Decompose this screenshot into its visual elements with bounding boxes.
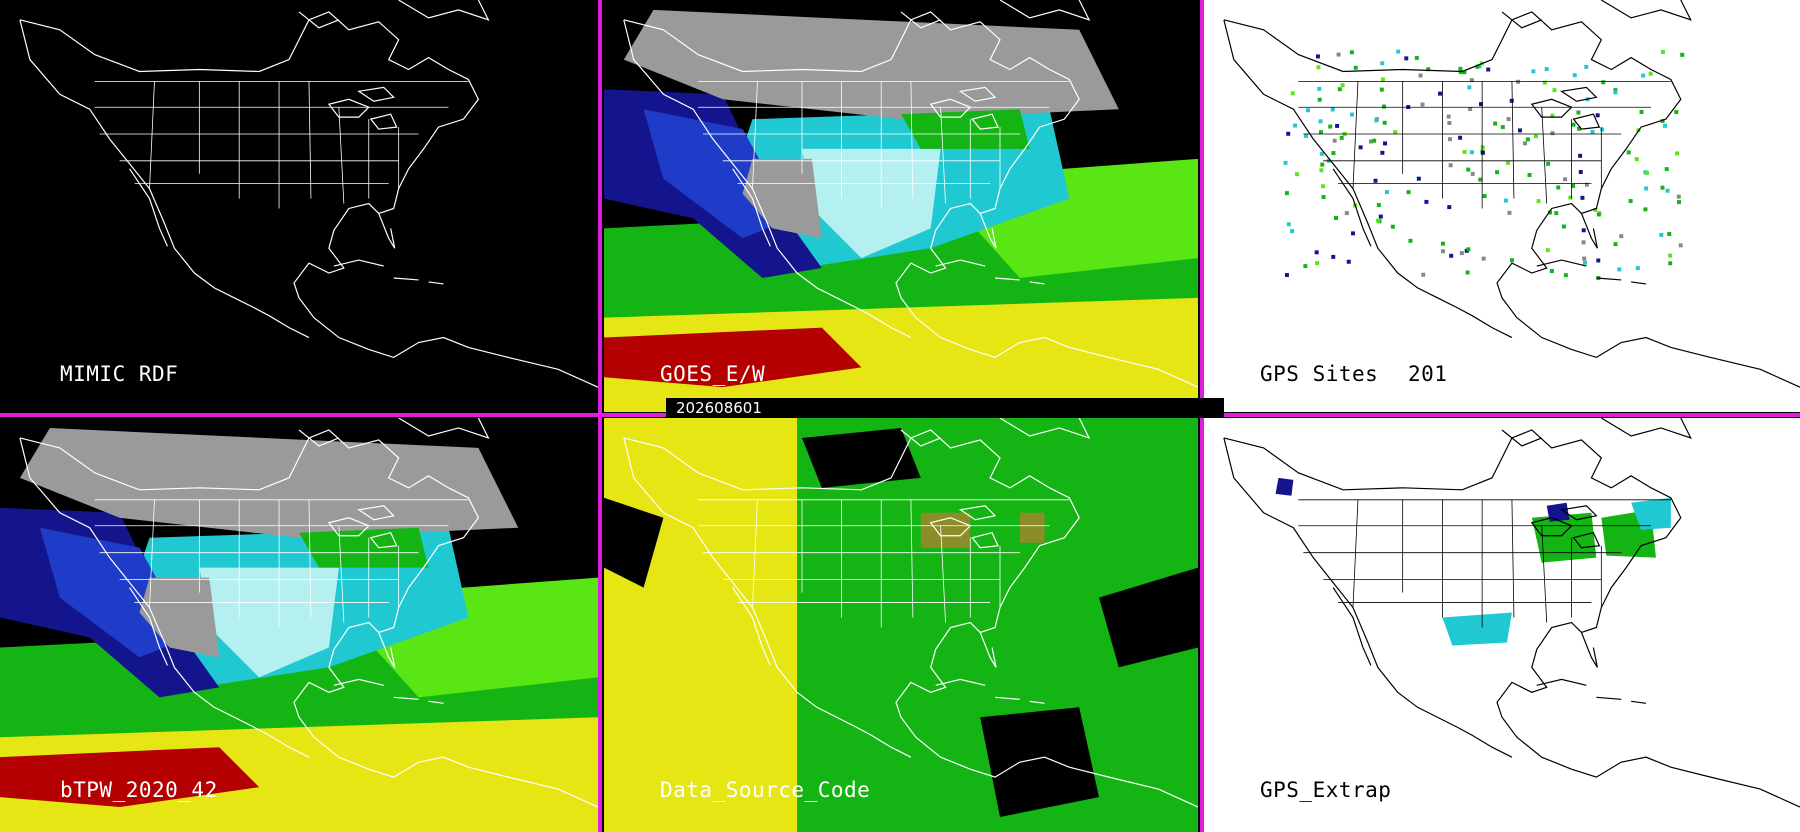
panel-goes: GOES_E/W [604,0,1198,412]
gps-site-count: 201 [1408,362,1448,386]
timestamp-bar: 202608601 [666,398,1224,418]
map-btpw [0,418,598,832]
timestamp-label: 202608601 [676,399,762,417]
panel-title-btpw: bTPW_2020_42 [60,778,218,802]
map-data-source [604,418,1198,832]
panel-title-mimic: MIMIC RDF [60,362,179,386]
panel-btpw: bTPW_2020_42 [0,418,598,832]
panel-title-extrap: GPS_Extrap [1260,778,1392,802]
map-gps-sites [1223,0,1800,388]
panel-gps-sites: GPS Sites 201 [1204,0,1800,412]
panel-title-source: Data_Source_Code [660,778,871,802]
panel-title-goes: GOES_E/W [660,362,766,386]
panel-mimic-rdf: MIMIC RDF [0,0,598,412]
map-mimic [19,0,598,388]
panel-data-source: Data_Source_Code [604,418,1198,832]
panel-title-gps: GPS Sites [1260,362,1379,386]
map-gps-extrap [1223,418,1800,808]
panel-gps-extrap: GPS_Extrap [1204,418,1800,832]
map-goes [604,0,1198,412]
